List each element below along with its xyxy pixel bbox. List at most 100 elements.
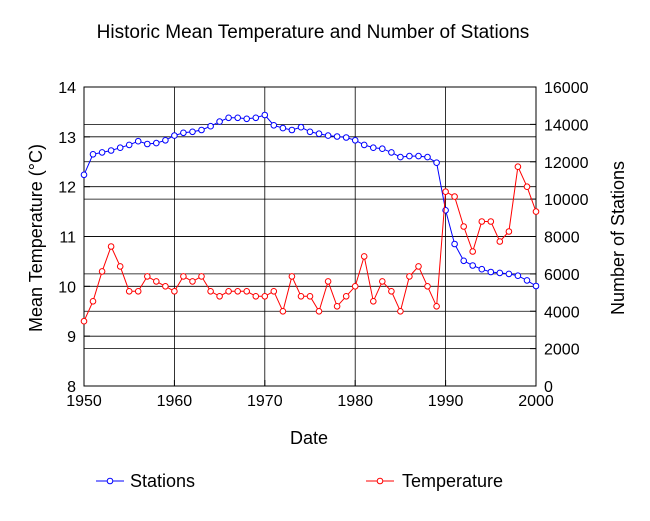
data-point-stations: [216, 118, 223, 125]
data-point-temperature: [514, 163, 522, 170]
series-layer: [80, 111, 540, 325]
data-point-temperature: [469, 248, 477, 255]
data-point-temperature: [523, 183, 531, 190]
y-left-tick-label: 9: [67, 329, 76, 346]
y-right-tick-label: 16000: [544, 80, 589, 97]
y-left-tick-label: 12: [58, 180, 76, 197]
y-right-tick-label: 2000: [544, 342, 580, 359]
data-point-temperature: [243, 288, 250, 295]
data-point-temperature: [107, 243, 115, 250]
data-point-stations: [324, 132, 332, 139]
data-point-stations: [505, 270, 513, 278]
y-left-tick-label: 10: [58, 279, 76, 296]
data-point-stations: [351, 137, 359, 144]
y-right-tick-label: 4000: [544, 304, 580, 321]
data-point-temperature: [315, 308, 323, 315]
data-point-stations: [388, 149, 395, 156]
data-point-stations: [333, 133, 341, 140]
data-point-stations: [153, 139, 160, 147]
data-point-temperature: [406, 273, 413, 280]
data-point-temperature: [153, 278, 160, 285]
data-point-stations: [379, 145, 386, 152]
data-point-temperature: [379, 278, 386, 285]
data-point-stations: [523, 277, 531, 284]
data-point-temperature: [370, 298, 377, 305]
data-point-stations: [107, 147, 115, 154]
data-point-temperature: [297, 293, 305, 300]
data-point-temperature: [460, 223, 468, 230]
data-point-temperature: [225, 288, 232, 295]
data-point-stations: [162, 137, 169, 144]
legend-label: Stations: [130, 471, 195, 491]
data-point-stations: [270, 122, 278, 129]
data-point-temperature: [180, 273, 187, 280]
data-point-temperature: [234, 288, 241, 295]
data-point-temperature: [397, 308, 404, 315]
data-point-stations: [306, 128, 314, 136]
data-point-temperature: [80, 317, 88, 325]
data-point-stations: [315, 130, 323, 137]
data-point-temperature: [198, 273, 205, 280]
data-point-stations: [433, 159, 440, 166]
x-axis-title: Date: [290, 428, 328, 448]
data-point-temperature: [487, 218, 495, 225]
y-right-tick-label: 12000: [544, 155, 589, 172]
series-stations: [80, 111, 540, 290]
data-point-stations: [487, 268, 495, 276]
legend: Stations Temperature: [96, 471, 503, 491]
left-y-axis-title: Mean Temperature (°C): [26, 144, 46, 332]
data-point-temperature: [306, 293, 314, 300]
legend-item-stations: Stations: [96, 471, 195, 491]
data-point-stations: [116, 144, 124, 151]
data-point-temperature: [478, 218, 486, 225]
data-point-temperature: [333, 303, 341, 310]
data-point-temperature: [98, 268, 106, 275]
data-point-temperature: [288, 273, 296, 280]
axis-ticks: [83, 86, 537, 387]
data-point-stations: [297, 123, 305, 131]
data-point-temperature: [207, 288, 214, 295]
data-point-stations: [98, 149, 106, 156]
y-right-tick-label: 8000: [544, 230, 580, 247]
y-right-tick-label: 10000: [544, 192, 589, 209]
data-point-temperature: [424, 283, 431, 290]
y-left-tick-label: 8: [67, 379, 76, 396]
series-temperature: [80, 163, 540, 325]
y-left-tick-label: 14: [58, 80, 76, 97]
x-tick-label: 2000: [518, 393, 554, 410]
x-tick-label: 1960: [157, 393, 193, 410]
data-point-stations: [514, 272, 522, 280]
tick-labels: 1950 1960 1970 1980 1990 20008910111213140200…: [58, 80, 588, 410]
data-point-stations: [207, 122, 214, 130]
data-point-temperature: [116, 263, 124, 270]
data-point-temperature: [270, 288, 278, 295]
data-point-stations: [406, 152, 413, 160]
x-tick-label: 1980: [337, 393, 373, 410]
data-point-stations: [80, 171, 88, 179]
data-point-stations: [424, 153, 431, 161]
data-point-stations: [460, 257, 468, 265]
data-point-temperature: [162, 283, 169, 290]
data-point-stations: [469, 262, 477, 269]
data-point-temperature: [505, 228, 513, 235]
data-point-stations: [144, 140, 151, 148]
data-point-stations: [478, 265, 486, 273]
data-point-temperature: [144, 273, 151, 280]
right-y-axis-title: Number of Stations: [608, 161, 628, 315]
data-point-stations: [342, 134, 350, 141]
data-point-temperature: [89, 298, 97, 305]
data-point-temperature: [189, 278, 196, 285]
data-point-temperature: [279, 308, 287, 315]
gridlines: [84, 87, 536, 386]
legend-label: Temperature: [402, 471, 503, 491]
y-right-tick-label: 0: [544, 379, 553, 396]
data-point-stations: [225, 114, 232, 122]
data-point-temperature: [125, 288, 133, 295]
data-point-stations: [252, 114, 260, 122]
legend-marker: [376, 477, 384, 485]
data-point-stations: [125, 141, 133, 149]
legend-item-temperature: Temperature: [366, 471, 503, 491]
data-point-stations: [134, 137, 142, 145]
data-point-temperature: [532, 208, 540, 215]
x-tick-label: 1970: [247, 393, 283, 410]
